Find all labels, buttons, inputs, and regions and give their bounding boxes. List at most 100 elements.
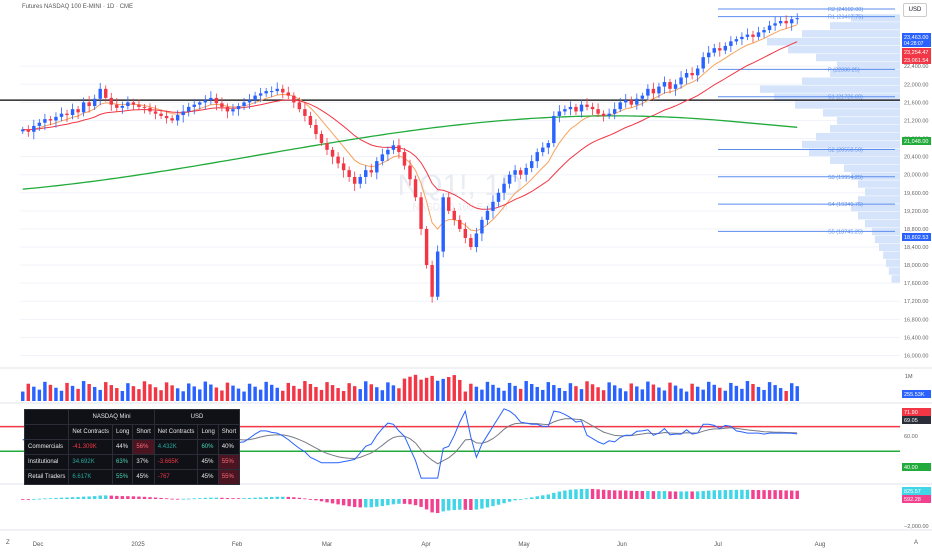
macd-bar [54, 497, 58, 499]
macd-bar [159, 497, 163, 499]
x-tick-label: Mar [322, 542, 332, 548]
candle-body [690, 73, 694, 76]
macd-bar [21, 499, 25, 500]
candle-body [529, 161, 534, 168]
cot-subheader: Net Contracts [153, 424, 199, 440]
volume-bar [70, 385, 75, 401]
volume-bar [364, 381, 368, 401]
volume-bar [518, 388, 523, 401]
candle-body [535, 152, 539, 162]
macd-bar [175, 498, 180, 500]
osc-value-tag-text: 69.05 [904, 418, 918, 424]
macd-bar [181, 498, 185, 500]
macd-tag [902, 487, 931, 495]
volume-bar [784, 391, 788, 401]
watermark-symbol: NQ1!, 1D [397, 169, 522, 202]
pivot-label: S2 (20558.50) [828, 147, 863, 153]
volume-bar [463, 391, 468, 401]
cot-cell: -767 [153, 469, 199, 485]
volume-bar [646, 381, 650, 401]
corner-left-label: Z [6, 540, 10, 546]
volume-bar [225, 382, 230, 401]
volume-bar [131, 386, 136, 401]
volume-bar [452, 375, 456, 401]
volume-bar [92, 386, 97, 401]
macd-signal-tag-text: 592.28 [904, 497, 921, 503]
pivot-label: R1 (23497.75) [828, 15, 863, 21]
volume-bar [773, 385, 777, 401]
candle-body [126, 102, 130, 107]
macd-bar [485, 499, 490, 508]
macd-bar [386, 499, 390, 506]
volume-profile-bar [851, 204, 900, 212]
volume-profile-bar [874, 235, 900, 244]
candle-body [148, 107, 152, 112]
candle-body [209, 97, 213, 101]
cot-row-label: Institutional [23, 454, 70, 470]
y-tick-label: 18,800.00 [904, 227, 928, 233]
volume-bar [181, 391, 185, 401]
macd-bar [380, 499, 385, 507]
volume-bar [65, 382, 69, 401]
candle-body [452, 210, 456, 220]
candle-body [640, 95, 645, 99]
volume-profile-bar [809, 148, 900, 157]
macd-bar [187, 498, 191, 500]
volume-bar [59, 390, 64, 401]
candle-body [635, 98, 639, 105]
candle-body [441, 197, 445, 252]
macd-bar [635, 490, 639, 499]
y-tick-label: 22,000.00 [904, 82, 928, 88]
cot-cell: 4.432K [153, 439, 199, 455]
volume-bar [734, 385, 739, 401]
volume-bar [496, 387, 501, 401]
volume-bar [247, 383, 252, 401]
volume-bar [679, 388, 683, 401]
macd-bar [375, 499, 379, 507]
volume-bar [214, 387, 219, 401]
y-tick-label: 22,400.00 [904, 64, 928, 70]
macd-bar [65, 497, 69, 499]
candle-body [491, 201, 495, 211]
candle-body [120, 106, 125, 108]
candle-body [568, 106, 573, 110]
volume-bar [535, 386, 539, 401]
candle-body [485, 210, 490, 220]
volume-profile-bar [830, 156, 900, 165]
corner-right-label: A [914, 540, 919, 546]
volume-bar [507, 382, 512, 401]
volume-bar [502, 390, 506, 401]
volume-bar [435, 380, 440, 401]
cot-cell: 55% [217, 469, 241, 485]
macd-bar [148, 497, 152, 499]
cot-cell: 37% [132, 454, 155, 470]
volume-profile-bar [830, 124, 900, 133]
volume-bar [43, 381, 47, 401]
candle-body [170, 118, 174, 121]
volume-bar [695, 386, 700, 401]
volume-bar [153, 387, 158, 401]
y-tick-label: 18,400.00 [904, 245, 928, 251]
volume-bar [751, 383, 755, 401]
volume-bar [203, 381, 208, 401]
macd-bar [441, 499, 445, 512]
last-price-tag-subtext: 04:28:07 [904, 41, 924, 47]
x-tick-label: Dec [33, 542, 44, 548]
macd-bar [358, 499, 362, 508]
volume-bar [668, 382, 672, 401]
candle-body [48, 119, 53, 121]
currency-button[interactable]: USD [903, 3, 927, 17]
volume-bar [585, 381, 589, 401]
volume-bar [524, 381, 528, 401]
volume-profile-bar [830, 69, 900, 78]
candle-body [341, 163, 346, 171]
macd-bar [579, 488, 584, 499]
volume-bar [281, 390, 285, 401]
macd-bar [115, 495, 119, 499]
macd-bar [723, 490, 728, 499]
macd-bar [563, 490, 567, 499]
candle-body [292, 95, 296, 103]
volume-profile-bar [883, 251, 900, 259]
macd-bar [397, 499, 401, 504]
